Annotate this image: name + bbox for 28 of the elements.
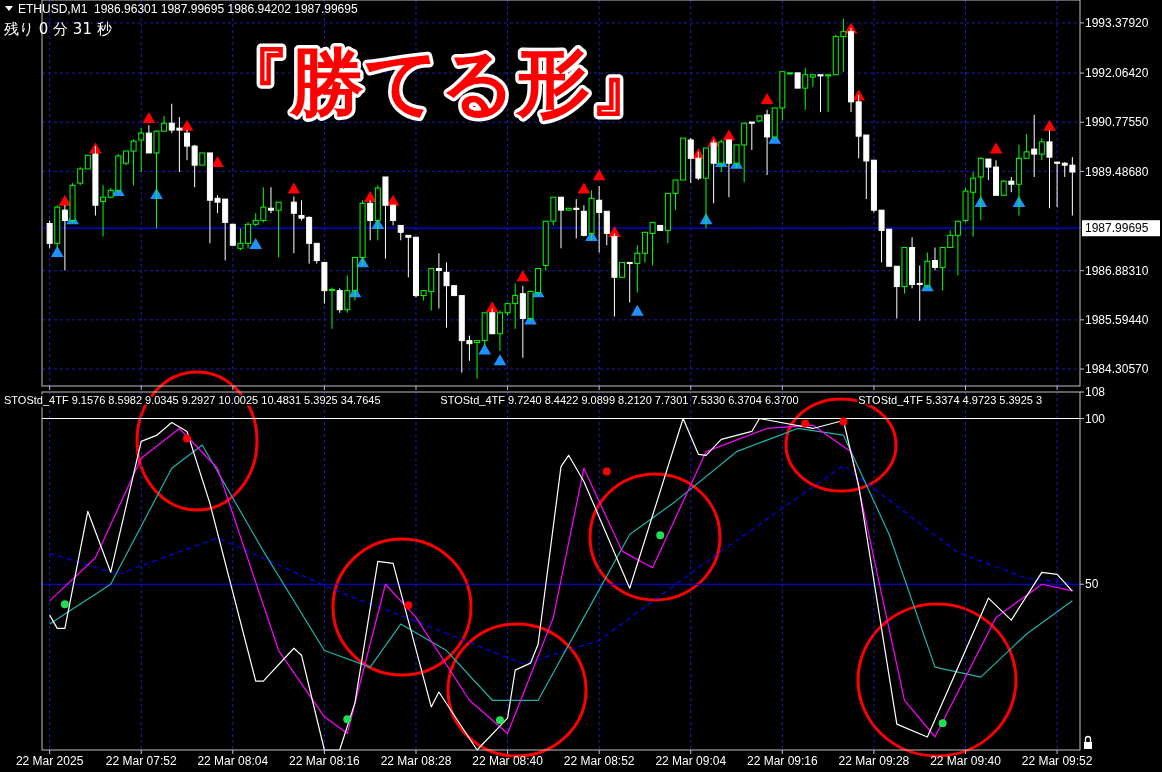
ref-line-label: 1987.99695: [1085, 221, 1149, 236]
x-tick-label: 22 Mar 09:16: [746, 754, 819, 768]
x-tick-label: 22 Mar 09:52: [1021, 754, 1093, 768]
x-tick-label: 22 Mar 09:04: [655, 754, 727, 768]
text: 『勝てる形』: [216, 39, 664, 125]
x-tick-label: 22 Mar 08:04: [197, 754, 269, 768]
annotation: 残り 0 分 31 秒: [4, 20, 112, 38]
y-tick-label: 50: [1085, 577, 1099, 592]
y-tick-label: 1985.59440: [1085, 313, 1149, 328]
y-tick-label: 1992.06420: [1085, 66, 1149, 81]
annotation: STOStd_4TF 5.3374 4.9723 5.3925 3: [858, 394, 1043, 406]
x-tick-label: 22 Mar 08:52: [563, 754, 635, 768]
x-tick-label: 22 Mar 07:52: [105, 754, 177, 768]
y-tick-label: 108: [1085, 385, 1106, 400]
x-tick-label: 22 Mar 08:40: [472, 754, 544, 768]
y-tick-label: 100: [1085, 411, 1106, 426]
x-tick-label: 22 Mar 09:40: [930, 754, 1002, 768]
x-tick-label: 22 Mar 09:28: [838, 754, 910, 768]
annotation: STOStd_4TF 9.7240 8.4422 9.0899 8.2120 7.7301 7.5330 6.3704 6.3700: [440, 394, 799, 406]
x-tick-label: 22 Mar 2025: [15, 754, 84, 768]
y-tick-label: 1990.77550: [1085, 115, 1149, 130]
y-tick-label: 1989.48680: [1085, 164, 1149, 179]
x-tick-label: 22 Mar 08:16: [289, 754, 361, 768]
y-tick-label: 1993.37920: [1085, 16, 1149, 31]
y-tick-label: 1984.30570: [1085, 362, 1149, 377]
y-tick-label: 1986.88310: [1085, 263, 1149, 278]
chart-subtitle: ETHUSD,M1 1986.96301 1987.99695 1986.94202 1987.99695: [18, 2, 358, 16]
x-tick-label: 22 Mar 08:28: [380, 754, 452, 768]
